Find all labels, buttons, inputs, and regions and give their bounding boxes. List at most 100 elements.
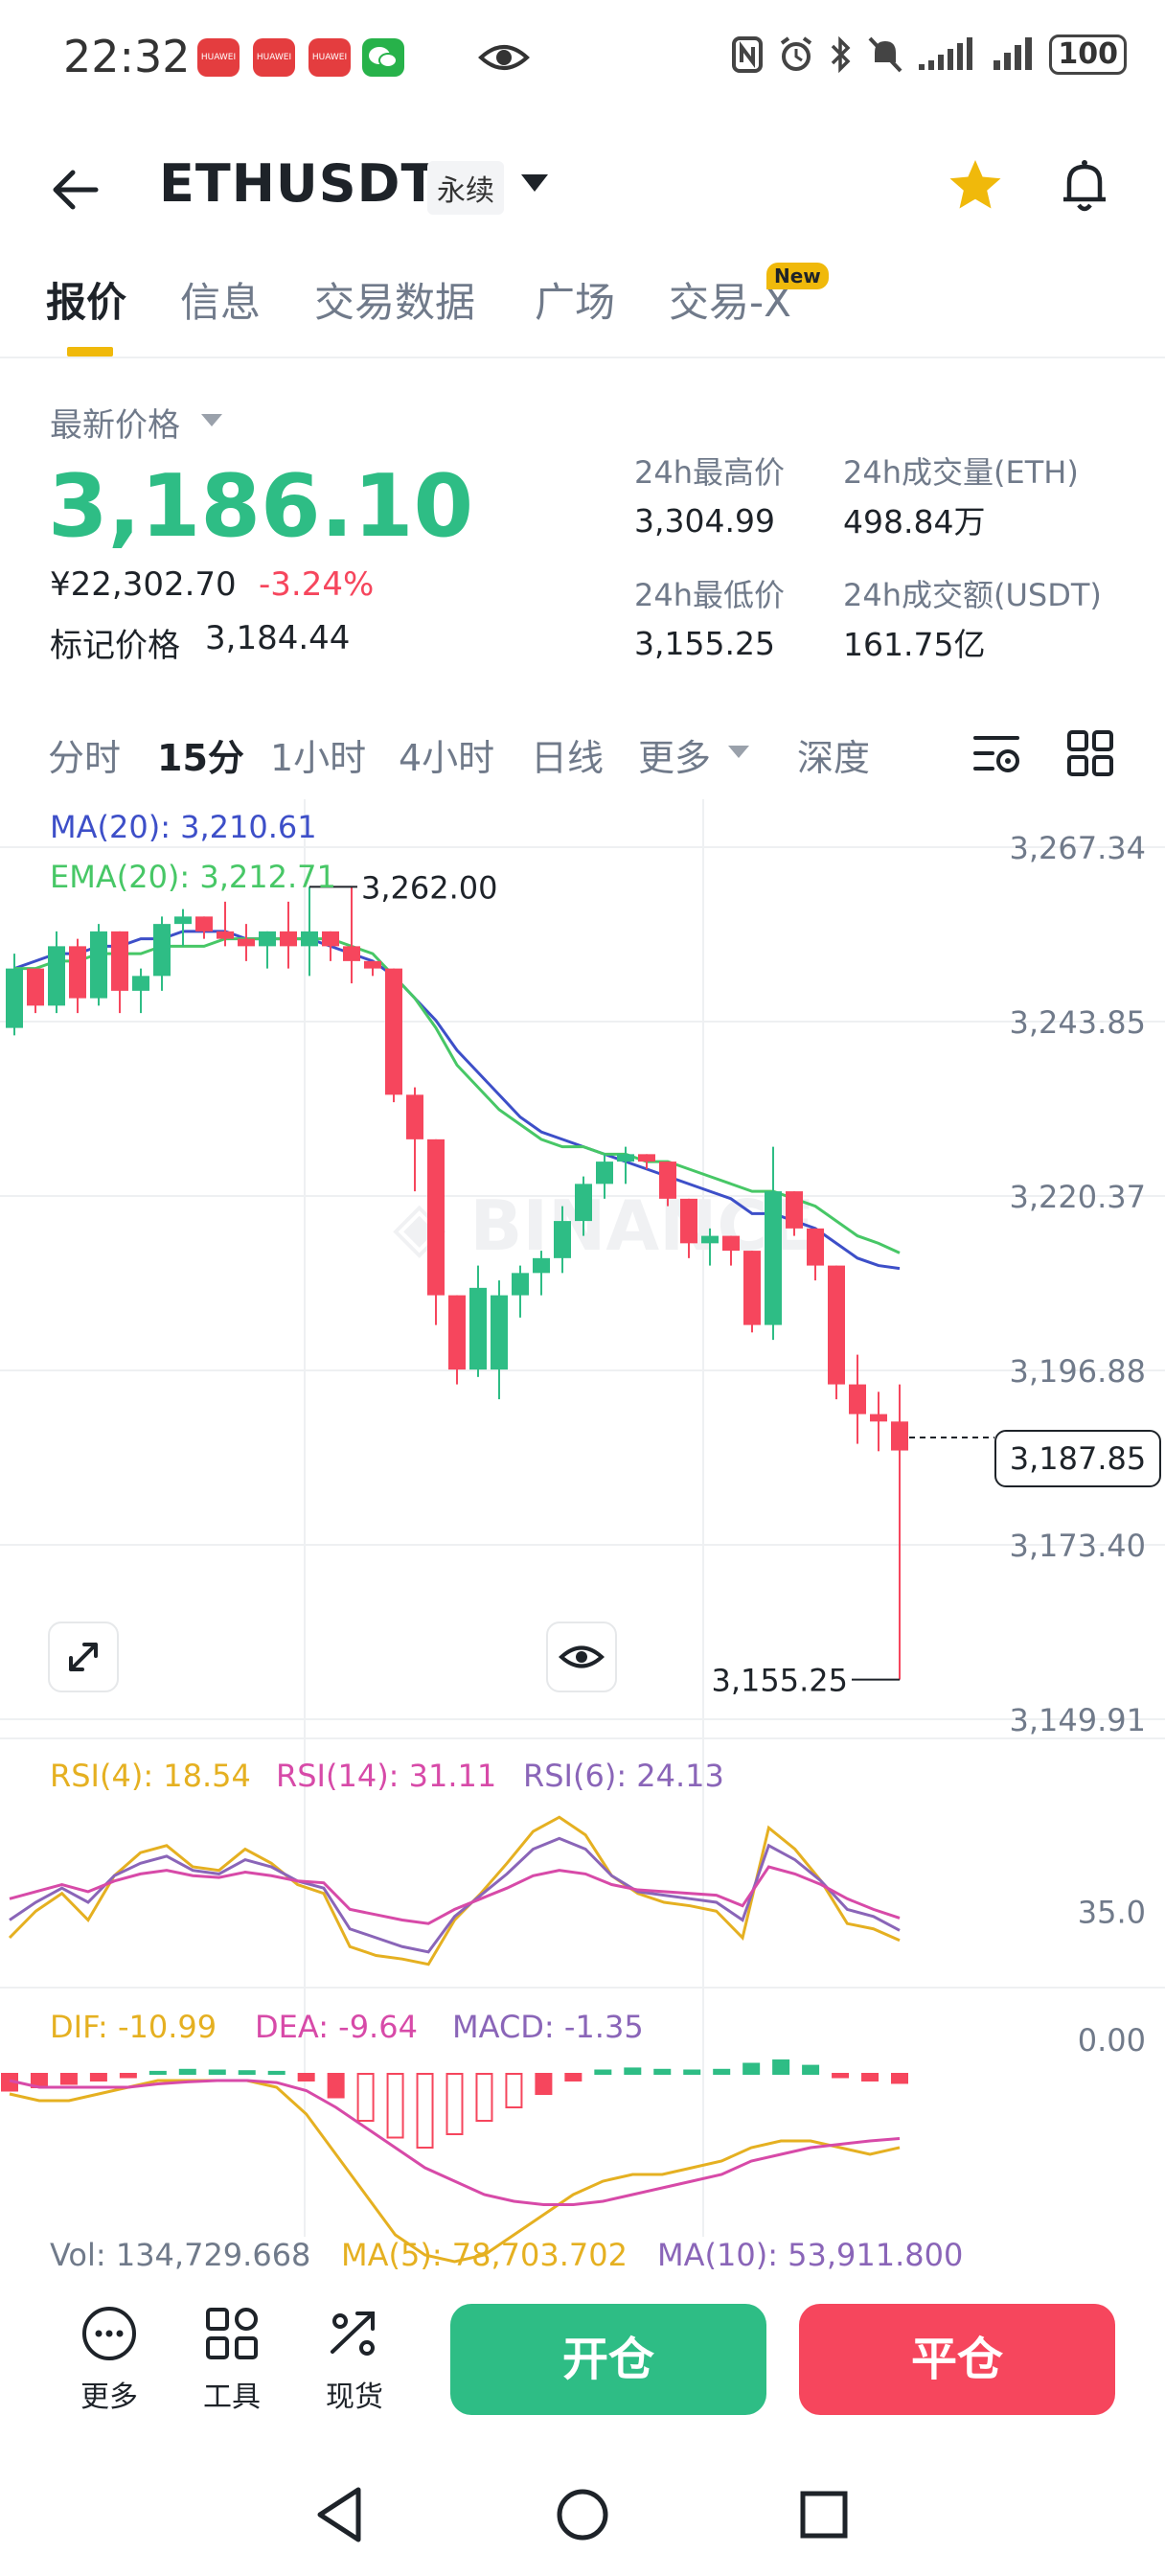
volume-ma10-label: MA(10): 53,911.800	[657, 2237, 964, 2273]
signal-icon	[994, 37, 1033, 70]
tab-info[interactable]: 信息	[180, 279, 262, 326]
more-label: 更多	[80, 2380, 138, 2414]
volume-usdt-label: 24h成交额(USDT)	[843, 577, 1102, 613]
indicator-settings-icon[interactable]	[968, 724, 1025, 782]
tools-button[interactable]: 工具	[184, 2304, 280, 2415]
tools-label: 工具	[203, 2380, 261, 2414]
rsi4-line	[8, 1815, 901, 1966]
macd-bar-positive	[772, 2059, 790, 2075]
kline-chart[interactable]: 3,267.34 3,243.85 3,220.37 3,196.88 3,173.40…	[0, 799, 1165, 2275]
candle-down	[427, 1138, 445, 1296]
candle-down	[217, 931, 234, 939]
candle-down	[406, 1094, 423, 1139]
candle-up	[596, 1162, 613, 1184]
latest-price-label[interactable]: 最新价格	[50, 406, 180, 445]
macd-bar-positive	[742, 2062, 761, 2075]
tab-quote[interactable]: 报价	[46, 279, 127, 326]
spot-button[interactable]: 现货	[307, 2304, 402, 2415]
candle-down	[870, 1414, 887, 1422]
candle-down	[195, 916, 213, 932]
back-arrow-icon[interactable]	[48, 161, 105, 218]
candle-up	[701, 1235, 719, 1244]
macd-bar-negative	[327, 2073, 345, 2099]
macd-bar-negative	[59, 2073, 78, 2085]
tab-square[interactable]: 广场	[535, 279, 616, 326]
open-position-button[interactable]: 开仓	[450, 2304, 766, 2415]
kline-chart-canvas[interactable]: 3,267.34 3,243.85 3,220.37 3,196.88 3,173.40…	[0, 799, 1165, 2275]
macd-bar-negative	[832, 2073, 850, 2079]
fullscreen-button[interactable]	[48, 1622, 119, 1692]
tab-trading-data[interactable]: 交易数据	[314, 279, 476, 326]
candle-down	[743, 1251, 761, 1325]
status-bar: 22:32 HUAWEI HUAWEI HUAWEI 100	[0, 0, 1165, 115]
nav-recents-icon[interactable]	[786, 2476, 862, 2553]
depth-tab[interactable]: 深度	[797, 737, 871, 779]
perpetual-badge: 永续	[427, 161, 504, 215]
nav-home-icon[interactable]	[544, 2476, 621, 2553]
more-button[interactable]: 更多	[61, 2304, 157, 2415]
candle-down	[828, 1265, 845, 1385]
mark-price-value: 3,184.44	[205, 619, 351, 657]
macd-bar-negative	[89, 2073, 107, 2082]
chevron-down-icon[interactable]	[728, 746, 749, 758]
macd-dif-label: DIF: -10.99	[50, 2009, 217, 2045]
notification-bell-icon[interactable]	[1054, 155, 1115, 217]
close-position-button[interactable]: 平仓	[799, 2304, 1115, 2415]
macd-bar-positive	[208, 2069, 226, 2075]
interval-more[interactable]: 更多	[638, 737, 712, 779]
pair-dropdown-icon[interactable]	[521, 174, 548, 192]
mark-price-label: 标记价格	[50, 627, 180, 665]
interval-daily[interactable]: 日线	[531, 737, 605, 779]
macd-bar-positive	[653, 2068, 672, 2076]
candle-down	[722, 1235, 740, 1252]
macd-bar-negative	[297, 2073, 315, 2082]
alarm-icon	[781, 36, 812, 71]
candle-up	[469, 1287, 487, 1370]
rsi4-label: RSI(4): 18.54	[50, 1758, 251, 1794]
last-price: 3,186.10	[48, 456, 474, 557]
eye-icon	[559, 1645, 605, 1668]
nav-back-icon[interactable]	[303, 2476, 379, 2553]
volume-label: Vol: 134,729.668	[50, 2237, 311, 2273]
macd-bar-positive	[594, 2069, 612, 2075]
candle-down	[111, 931, 128, 991]
main-tabs: 报价 信息 交易数据 广场 交易-X New	[0, 263, 1165, 358]
macd-bar-positive	[238, 2070, 256, 2075]
trading-pair-title[interactable]: ETHUSDT	[159, 153, 438, 214]
new-badge: New	[766, 263, 829, 289]
candle-up	[90, 931, 107, 999]
interval-bar: 分时 15分 1小时 4小时 日线 更多 深度	[0, 719, 1165, 795]
macd-bar-positive	[683, 2069, 701, 2075]
interval-4h[interactable]: 4小时	[399, 737, 495, 779]
macd-bar-negative	[445, 2073, 464, 2135]
macd-bar-positive	[713, 2068, 731, 2076]
candle-up	[512, 1273, 529, 1296]
huawei-notification-icon: HUAWEI	[308, 38, 351, 77]
grid-layout-icon[interactable]	[1062, 724, 1119, 782]
candle-down	[364, 960, 381, 969]
volume-eth-label: 24h成交量(ETH)	[843, 454, 1079, 491]
macd-value-label: MACD: -1.35	[452, 2009, 644, 2045]
candle-down	[280, 931, 297, 947]
tools-grid-icon	[206, 2308, 258, 2359]
favorite-star-icon[interactable]	[945, 155, 1006, 217]
interval-time-sharing[interactable]: 分时	[48, 737, 122, 779]
interval-1h[interactable]: 1小时	[270, 737, 367, 779]
expand-icon	[69, 1643, 98, 1671]
nfc-icon	[732, 36, 764, 73]
macd-tick-label: 0.00	[1078, 2022, 1146, 2058]
toggle-visibility-button[interactable]	[546, 1622, 617, 1692]
active-tab-indicator	[67, 347, 113, 356]
bottom-action-bar: 更多 工具 现货 开仓 平仓	[0, 2281, 1165, 2434]
candle-down	[322, 931, 339, 947]
mute-icon	[868, 36, 902, 73]
chevron-down-icon[interactable]	[201, 414, 222, 426]
candle-down	[238, 938, 255, 947]
candle-up	[533, 1257, 550, 1274]
huawei-notification-icon: HUAWEI	[197, 38, 240, 77]
spot-label: 现货	[326, 2380, 383, 2414]
macd-bar-negative	[564, 2073, 582, 2082]
price-panel: 最新价格 3,186.10 ¥22,302.70 -3.24% 标记价格 3,1…	[0, 383, 1165, 690]
candle-up	[765, 1191, 782, 1325]
interval-15m[interactable]: 15分	[157, 737, 244, 779]
